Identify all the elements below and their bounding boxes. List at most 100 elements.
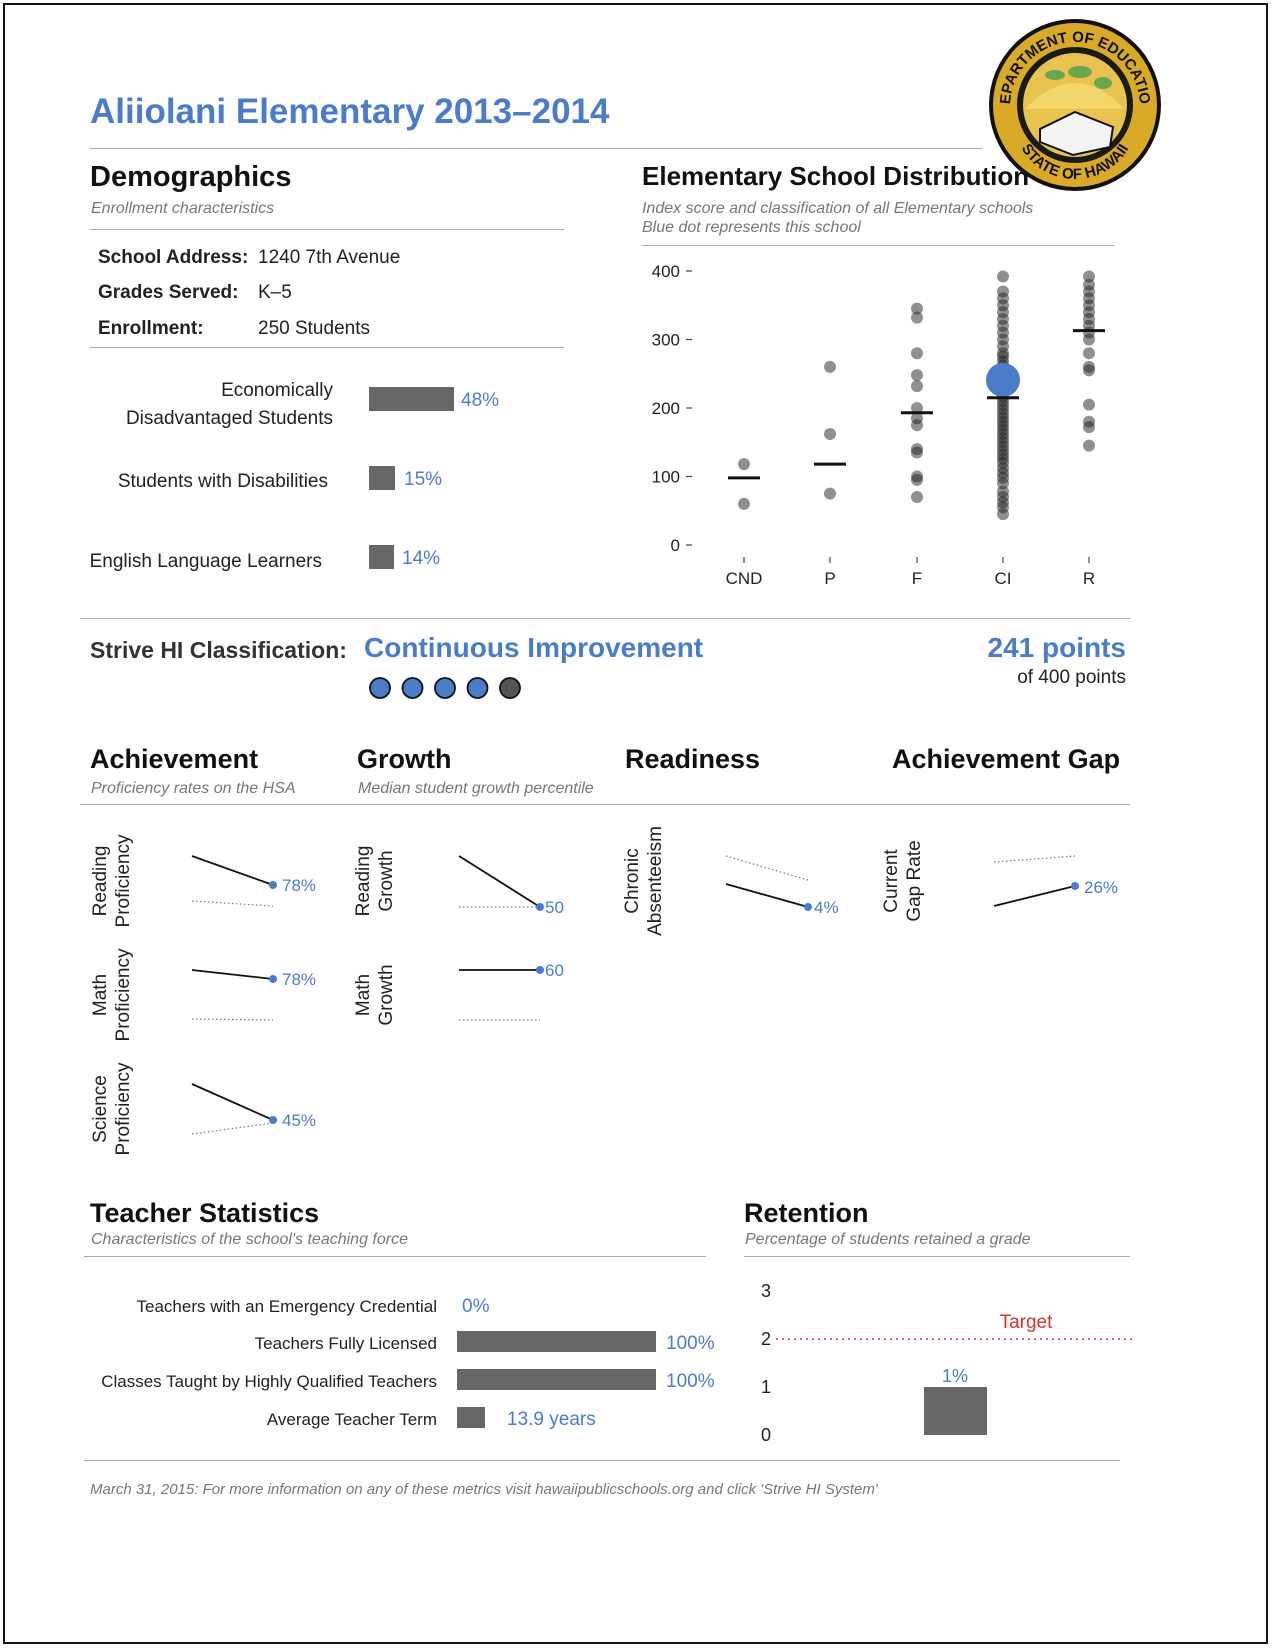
- grades-value: K–5: [258, 282, 292, 303]
- school-point: [1083, 364, 1095, 377]
- growth-subtitle: Median student growth percentile: [358, 780, 594, 797]
- teacher-stat-bar: [457, 1369, 656, 1390]
- readiness-heading: Readiness: [625, 744, 761, 774]
- distribution-subtitle-2: Blue dot represents this school: [642, 219, 861, 236]
- disabilities-value: 15%: [404, 469, 443, 490]
- school-point: [824, 360, 836, 373]
- x-tick-label: F: [912, 569, 922, 588]
- reading-proficiency-value: 78%: [282, 876, 316, 895]
- sections-rule: [80, 804, 1130, 805]
- school-point: [911, 369, 923, 382]
- footer-rule: [84, 1460, 1120, 1461]
- school-point: [997, 508, 1009, 521]
- achievement-gap-heading: Achievement Gap: [892, 744, 1121, 774]
- school-point: [1083, 347, 1095, 360]
- distribution-chart: 0 100 200 300 400 CND P F CI R: [652, 262, 1105, 588]
- school-point: [911, 302, 923, 315]
- growth-heading: Growth: [357, 744, 452, 774]
- math-growth-slope: 60: [459, 961, 564, 1021]
- ell-bar: [369, 545, 394, 569]
- teacher-stats-rule: [84, 1256, 706, 1257]
- retention-heading: Retention: [744, 1198, 869, 1228]
- school-point: [1083, 333, 1095, 346]
- teacher-stats-subtitle: Characteristics of the school's teaching…: [91, 1231, 408, 1248]
- grades-label: Grades Served:: [98, 282, 239, 303]
- reading-growth-value: 50: [545, 898, 564, 917]
- school-point: [824, 487, 836, 500]
- y-tick-label: 200: [652, 399, 680, 418]
- school-point: [911, 347, 923, 360]
- department-seal-logo: DEPARTMENT OF EDUCATION STATE OF HAWAII: [985, 17, 1161, 191]
- school-point: [1083, 270, 1095, 283]
- section-rule-1: [80, 618, 1130, 619]
- absenteeism-slope: 4%: [725, 855, 839, 917]
- school-point: [1083, 398, 1095, 411]
- ell-label: English Language Learners: [89, 551, 322, 572]
- classification-dot-filled: [401, 677, 424, 699]
- econ-disadvantaged-bar: [369, 387, 454, 411]
- econ-label-line1: Economically: [221, 380, 333, 401]
- points-total: of 400 points: [1017, 667, 1126, 688]
- school-point: [911, 446, 923, 459]
- teacher-stat-label: Average Teacher Term: [266, 1410, 437, 1429]
- y-tick-label: 2: [761, 1329, 771, 1349]
- teacher-stat-value: 100%: [666, 1333, 715, 1354]
- y-tick-label: 0: [671, 536, 680, 555]
- y-tick-label: 300: [652, 331, 680, 350]
- retention-subtitle: Percentage of students retained a grade: [745, 1231, 1031, 1248]
- school-point: [1083, 439, 1095, 452]
- reading-growth-slope: 50: [458, 855, 564, 917]
- slope-graphs: 78% 78% 45% 50 60 4% 26%: [191, 855, 1118, 1135]
- econ-disadvantaged-label: Economically Disadvantaged Students: [90, 377, 333, 433]
- school-point: [997, 477, 1009, 490]
- x-tick-label: P: [824, 569, 835, 588]
- classification-dot-filled: [434, 677, 456, 699]
- math-proficiency-slope: 78%: [191, 969, 316, 1021]
- x-tick-label: R: [1083, 569, 1095, 588]
- teacher-stat-value: 13.9 years: [507, 1409, 596, 1430]
- econ-label-line2: Disadvantaged Students: [125, 408, 333, 429]
- math-proficiency-value: 78%: [282, 970, 316, 989]
- ell-value: 14%: [402, 548, 441, 569]
- classification-dot-filled: [369, 677, 391, 699]
- title-rule: [90, 148, 982, 149]
- econ-disadvantaged-value: 48%: [461, 390, 500, 411]
- this-school-point: [986, 362, 1020, 397]
- retention-rule: [744, 1256, 1130, 1257]
- classification-dots: [369, 677, 521, 699]
- retention-bar: [924, 1387, 987, 1435]
- gap-rate-value: 26%: [1084, 878, 1118, 897]
- classification-dot-empty: [499, 677, 521, 699]
- y-tick-label: 0: [761, 1425, 771, 1445]
- school-point: [911, 311, 923, 324]
- y-tick-label: 3: [761, 1281, 771, 1301]
- address-value: 1240 7th Avenue: [258, 247, 401, 268]
- x-tick-label: CI: [995, 569, 1012, 588]
- y-tick-label: 100: [652, 468, 680, 487]
- school-point: [911, 402, 923, 414]
- y-tick-label: 1: [761, 1377, 771, 1397]
- teacher-stat-label: Teachers Fully Licensed: [254, 1334, 437, 1353]
- demographics-subtitle: Enrollment characteristics: [91, 200, 275, 217]
- disabilities-bar: [369, 466, 395, 490]
- school-point: [997, 270, 1009, 283]
- school-point: [1083, 421, 1095, 434]
- distribution-subtitle-1: Index score and classification of all El…: [642, 200, 1034, 217]
- distribution-rule: [642, 245, 1114, 246]
- achievement-heading: Achievement: [90, 744, 259, 774]
- target-label: Target: [1000, 1312, 1054, 1333]
- classification-label: Strive HI Classification:: [90, 637, 347, 663]
- retention-chart: 0 1 2 3 Target 1%: [761, 1281, 1136, 1445]
- school-point: [738, 497, 750, 510]
- demographics-rule: [90, 229, 564, 230]
- x-tick-label: CND: [726, 569, 763, 588]
- teacher-stat-value: 0%: [462, 1296, 490, 1317]
- y-tick-label: 400: [652, 262, 680, 281]
- school-point: [738, 458, 750, 471]
- school-point: [911, 419, 923, 432]
- retention-bar-label: 1%: [942, 1366, 968, 1386]
- teacher-stat-bar: [457, 1407, 485, 1428]
- classification-dot-filled: [466, 677, 489, 699]
- school-point: [911, 491, 923, 504]
- address-label: School Address:: [98, 247, 249, 268]
